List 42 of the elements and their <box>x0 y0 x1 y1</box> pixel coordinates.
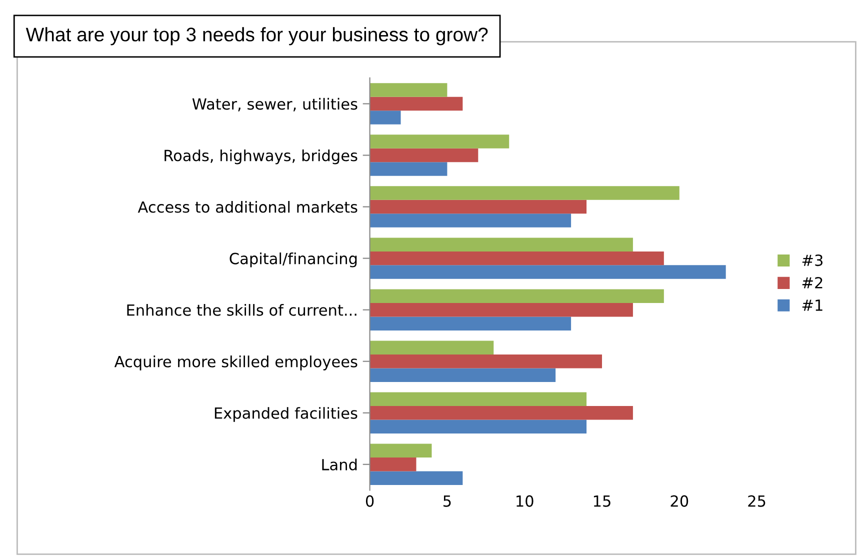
bar <box>370 110 401 124</box>
y-tick-label: Expanded facilities <box>214 407 358 422</box>
bar <box>370 162 448 176</box>
bar <box>370 96 463 111</box>
legend-label: #2 <box>802 276 822 288</box>
bar <box>370 251 664 266</box>
y-tick-label: Capital/financing <box>230 252 357 268</box>
bar <box>370 392 587 406</box>
bar <box>370 406 633 420</box>
bar <box>370 458 416 472</box>
y-tick-label: Water, sewer, utilities <box>192 98 358 112</box>
y-tick-label: Acquire more skilled employees <box>114 356 358 370</box>
y-tick-label: Land <box>322 458 357 470</box>
bar <box>370 134 510 148</box>
bar <box>370 238 633 252</box>
x-tick-label: 20 <box>670 495 688 507</box>
y-tick-label: Access to additional markets <box>138 200 358 213</box>
x-tick-label: 0 <box>366 495 374 507</box>
x-tick-label: 25 <box>748 495 766 507</box>
y-tick-label: Roads, highways, bridges <box>164 149 358 164</box>
bar <box>370 368 556 382</box>
x-tick-label: 10 <box>516 495 534 507</box>
bar <box>370 354 602 368</box>
bar <box>370 316 572 330</box>
legend-label: #1 <box>802 300 822 311</box>
bar <box>370 471 463 486</box>
x-tick-label: 15 <box>594 495 610 507</box>
bar <box>370 444 432 458</box>
bar <box>370 214 572 228</box>
bar <box>370 265 726 279</box>
y-tick-label: Enhance the skills of current... <box>127 304 356 316</box>
bar <box>370 289 664 303</box>
chart-title: What are your top 3 needs for your business to grow? <box>26 27 488 46</box>
x-tick-label: 5 <box>444 495 451 507</box>
bar <box>370 340 494 354</box>
legend-label: #3 <box>802 254 823 266</box>
bar <box>370 148 478 162</box>
bar <box>370 186 680 200</box>
bar <box>370 420 587 434</box>
bar <box>370 200 587 214</box>
bar <box>370 83 448 97</box>
bar <box>370 302 633 317</box>
